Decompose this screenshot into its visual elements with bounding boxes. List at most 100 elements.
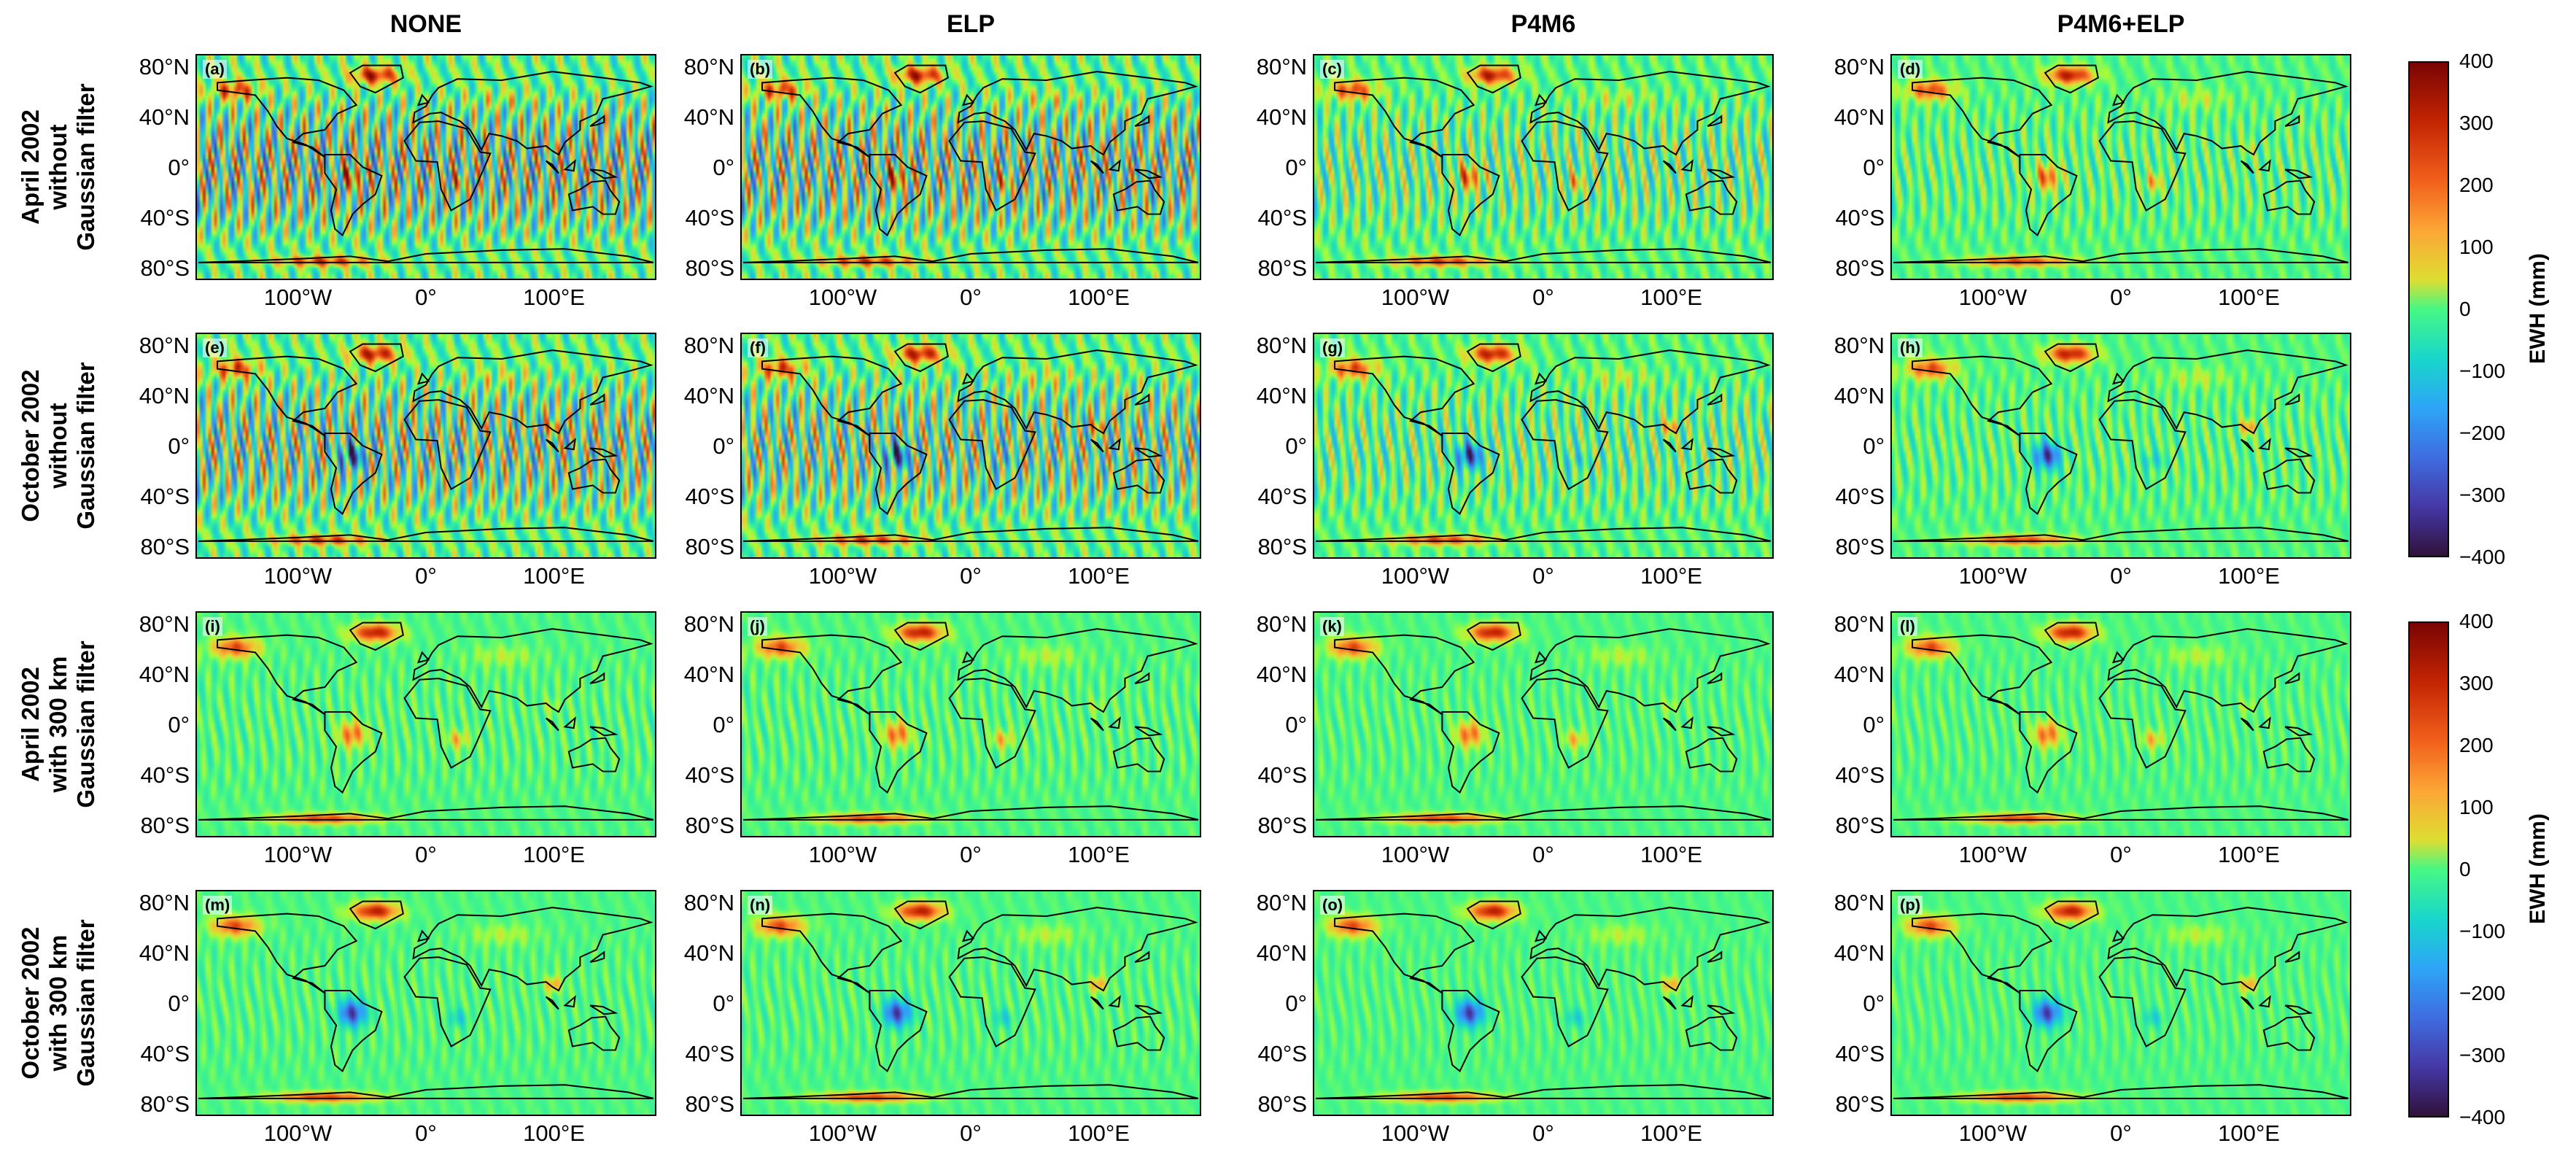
y-tick-label: 80°S [1835,255,1885,281]
coastline-overlay [743,621,1199,821]
coastline [324,154,383,237]
y-tick-label: 40°N [139,662,190,688]
coastline [1090,996,1104,1010]
coastline-overlay [743,900,1199,1099]
y-tick-label: 40°N [1256,104,1307,131]
coastline [1893,527,2349,542]
y-tick-label: 80°S [1257,255,1307,281]
coastline [2098,120,2187,212]
coastline [567,1015,621,1051]
y-tick-label: 0° [1863,712,1885,737]
panel-label: (g) [1320,338,1346,357]
row-title-line: Gaussian filter [72,919,99,1087]
y-tick-label: 40°S [1257,1040,1307,1066]
coastline [1685,1015,1738,1051]
panel-label: (h) [1898,338,1923,357]
coastline-overlay [1316,343,1772,542]
y-tick-label: 80°N [1256,611,1307,638]
coastline [1893,248,2349,263]
y-tick-label: 80°N [1256,54,1307,80]
y-tick-label: 40°N [1834,383,1885,409]
ewh-map-panel: (c) [1313,54,1774,280]
coastline [1685,737,1738,772]
y-tick-label: 80°N [683,333,734,359]
coastline [545,996,559,1010]
row-title-line: October 2002 [17,369,44,522]
coastline [1707,1004,1736,1015]
coastline [2112,93,2125,106]
coastline [1707,726,1736,737]
ewh-field [1892,891,2350,1115]
coastline [962,372,975,385]
panel-label: (b) [748,60,773,79]
coastline [1112,737,1165,772]
y-tick-label: 0° [713,712,734,737]
y-tick-label: 40°S [1835,1040,1885,1066]
ewh-map-panel: (f) [740,333,1201,559]
y-tick-label: 40°N [1256,383,1307,409]
ewh-map-panel: (j) [740,611,1201,837]
column-title: NONE [389,10,462,38]
ewh-field [1892,613,2350,836]
coastline [1662,160,1677,174]
coastline [1912,913,2053,994]
coastline [1707,447,1736,458]
y-tick-label: 80°N [683,611,734,638]
coastline [1529,907,1771,992]
coastline [563,159,576,172]
y-tick-label: 0° [1863,155,1885,180]
row-title: October 2002 with 300 km Gaussian filter [0,864,117,1142]
colorbar-tick-label: 100 [2459,796,2494,818]
coastline [1680,716,1694,729]
colorbar-tick-label: −400 [2459,546,2506,568]
coastline [2112,651,2125,664]
y-tick-label: 0° [713,991,734,1016]
panel-label: (a) [203,60,227,79]
coastline [1466,621,1521,651]
panel-label: (o) [1320,896,1346,915]
coastline [589,672,605,684]
colorbar-tick-label: 300 [2459,672,2494,694]
coastline [1893,805,2349,821]
y-tick-label: 80°N [1256,333,1307,359]
y-tick-label: 80°N [139,890,190,916]
y-tick-label: 40°S [1257,204,1307,231]
colorbar-tick-label: −200 [2459,982,2506,1004]
y-tick-label: 80°S [685,1091,734,1117]
coastline [403,399,492,490]
coastline [869,990,928,1073]
y-tick-label: 0° [1285,991,1307,1016]
coastline [1334,355,1475,437]
coastline [2098,956,2187,1047]
y-tick-label: 80°S [685,533,734,559]
coastline [1529,628,1771,713]
coastline [198,805,654,821]
coastline [1529,71,1771,156]
coastline [957,907,1198,992]
coastline [1134,169,1163,179]
x-tick-label: 100°E [2218,284,2280,310]
coastline [1707,169,1736,179]
y-tick-label: 40°S [140,483,190,509]
x-tick-label: 100°W [263,1120,333,1146]
coastline-overlay [1893,343,2349,542]
x-tick-label: 0° [415,563,437,589]
x-tick-label: 0° [1532,563,1554,589]
ewh-field [1892,334,2350,557]
coastline [2044,900,2099,930]
row-title-line: April 2002 [17,109,44,225]
coastline [1134,672,1150,684]
coastline [761,634,903,716]
coastline [1535,372,1548,385]
coastline [957,349,1198,435]
coastline [2098,678,2187,769]
y-tick-label: 80°N [683,890,734,916]
ewh-map-panel: (k) [1313,611,1774,837]
coastline [2019,711,2078,794]
x-tick-label: 100°E [523,842,585,867]
coastline [1108,995,1121,1008]
row-title-line: with 300 km [44,656,71,793]
coastline [1529,349,1771,435]
ewh-map-panel: (l) [1890,611,2351,837]
x-tick-label: 0° [2110,1120,2132,1146]
